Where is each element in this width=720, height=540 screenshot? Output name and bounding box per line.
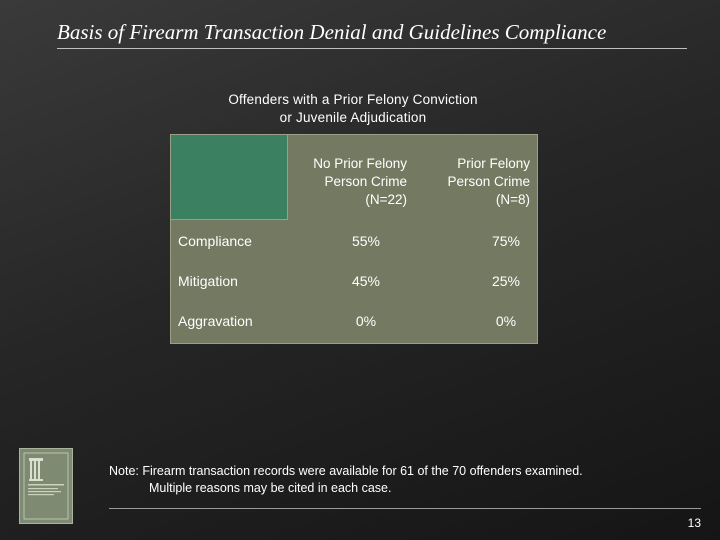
row-label-compliance: Compliance: [178, 233, 252, 249]
table-cell: 75%: [491, 233, 521, 249]
column-header-prior-felony: Prior Felony Person Crime (N=8): [411, 155, 530, 209]
column-header-line: Prior Felony: [457, 156, 530, 171]
table-caption-line-2: or Juvenile Adjudication: [279, 110, 427, 125]
table-header-corner: [171, 135, 288, 220]
logo-emblem-icon: [23, 452, 69, 520]
slide-title: Basis of Firearm Transaction Denial and …: [57, 20, 607, 44]
commission-logo: [19, 448, 73, 524]
table-cell: 45%: [351, 273, 381, 289]
column-header-line: (N=22): [365, 192, 407, 207]
column-header-line: Person Crime: [447, 174, 530, 189]
row-label-mitigation: Mitigation: [178, 273, 238, 289]
table-cell: 55%: [351, 233, 381, 249]
title-divider: [57, 48, 687, 49]
column-header-line: No Prior Felony: [313, 156, 407, 171]
column-header-no-prior-felony: No Prior Felony Person Crime (N=22): [289, 155, 407, 209]
column-header-line: (N=8): [495, 192, 530, 207]
table-cell: 0%: [355, 313, 377, 329]
page-number: 13: [687, 516, 701, 530]
note-line-1: Note: Firearm transaction records were a…: [109, 464, 583, 478]
table-caption-line-1: Offenders with a Prior Felony Conviction: [228, 92, 478, 107]
footer-divider: [109, 508, 701, 509]
column-header-line: Person Crime: [324, 174, 407, 189]
note-line-2: Multiple reasons may be cited in each ca…: [149, 481, 392, 495]
table-cell: 0%: [495, 313, 517, 329]
table-caption: Offenders with a Prior Felony Conviction…: [170, 91, 536, 127]
table-note: Note: Firearm transaction records were a…: [109, 463, 669, 497]
row-label-aggravation: Aggravation: [178, 313, 253, 329]
table-cell: 25%: [491, 273, 521, 289]
data-table: No Prior Felony Person Crime (N=22) Prio…: [170, 134, 538, 344]
